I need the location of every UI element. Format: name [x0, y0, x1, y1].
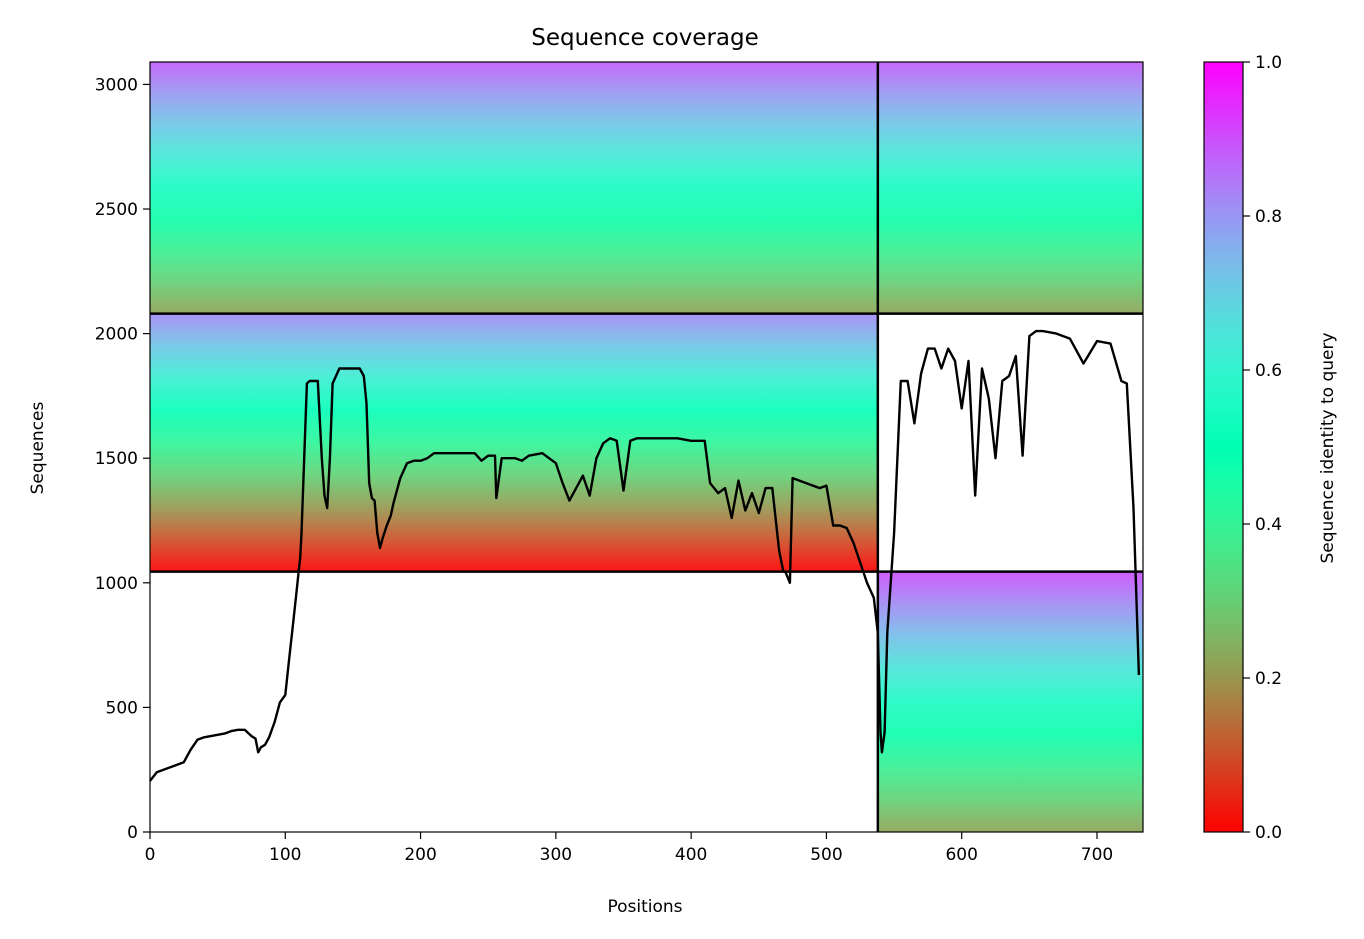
y-tick-label: 1500	[95, 449, 138, 469]
colorbar-tick-label: 0.6	[1255, 361, 1282, 381]
heatmap-block-chain-1-paired	[150, 62, 878, 314]
y-tick-label: 1000	[95, 574, 138, 594]
x-tick-label: 700	[1081, 845, 1113, 865]
coverage-line	[149, 329, 1141, 782]
heatmap-block-chain-2-paired	[877, 62, 1143, 314]
colorbar-gradient	[1203, 61, 1244, 833]
y-tick-label: 0	[127, 823, 138, 843]
x-tick-label: 300	[540, 845, 572, 865]
y-axis-label: Sequences	[28, 402, 48, 495]
x-tick-label: 400	[675, 845, 707, 865]
x-tick-label: 0	[145, 845, 156, 865]
colorbar: 0.0 0.2 0.4 0.6 0.8 1.0	[1203, 53, 1282, 843]
colorbar-tick-label: 0.2	[1255, 669, 1282, 689]
x-tick-label: 100	[269, 845, 301, 865]
chain-dividers	[150, 62, 1143, 832]
colorbar-tick-label: 0.0	[1255, 823, 1282, 843]
plot-frame	[149, 61, 1144, 833]
x-tick-label: 200	[404, 845, 436, 865]
heatmap-block-chain-1-only	[150, 313, 878, 572]
x-axis-label: Positions	[607, 897, 682, 917]
colorbar-tick-label: 1.0	[1255, 53, 1282, 73]
y-axis: 0 500 1000 1500 2000 2500 3000	[95, 75, 150, 843]
x-tick-label: 500	[810, 845, 842, 865]
heatmap-block-chain-2-only	[877, 571, 1143, 832]
colorbar-tick-label: 0.8	[1255, 207, 1282, 227]
x-axis: 0 100 200 300 400 500 600 700	[145, 832, 1113, 865]
y-tick-label: 500	[106, 698, 138, 718]
y-tick-label: 2000	[95, 325, 138, 345]
colorbar-label: Sequence identity to query	[1318, 332, 1338, 563]
y-tick-label: 2500	[95, 200, 138, 220]
chart-title: Sequence coverage	[531, 25, 759, 51]
coverage-heatmap	[150, 62, 1143, 832]
x-tick-label: 600	[945, 845, 977, 865]
coverage-line-group	[149, 329, 1141, 782]
colorbar-tick-label: 0.4	[1255, 515, 1282, 535]
y-tick-label: 3000	[95, 75, 138, 95]
